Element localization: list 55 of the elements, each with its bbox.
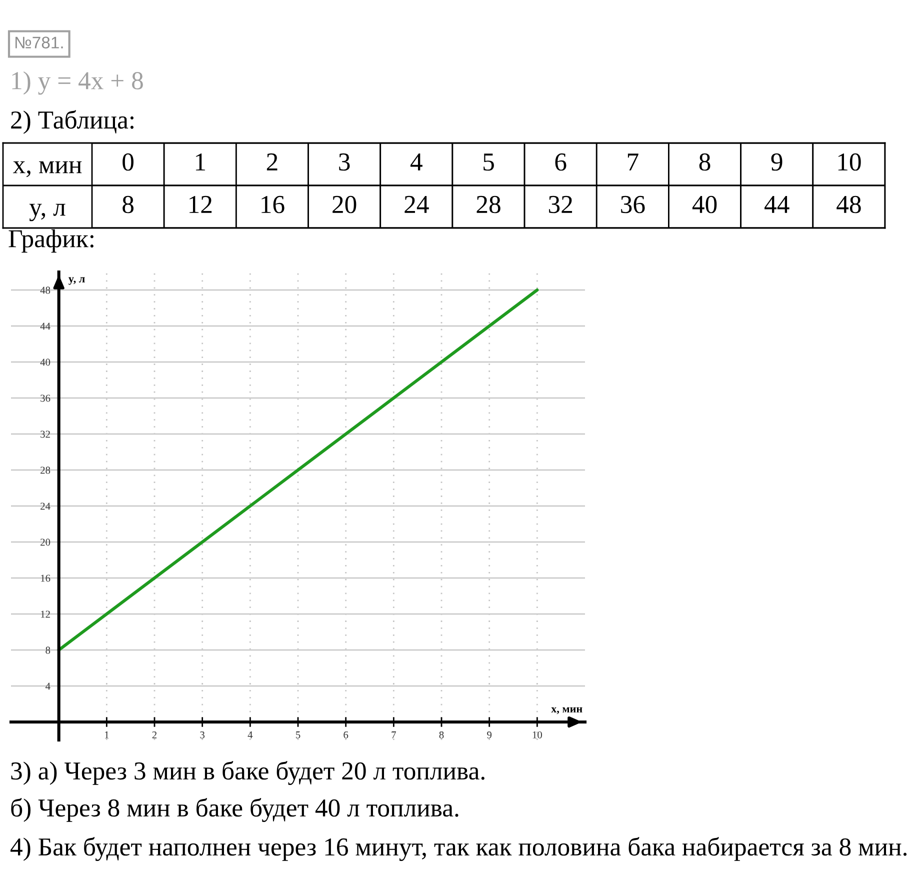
data-label: 48 <box>836 196 861 214</box>
text: 3) а) Через 3 мин в баке будет 20 л топлива. <box>11 761 484 785</box>
data-label: 3 <box>339 153 350 171</box>
text: 1) y = 4x + 8 <box>12 71 143 95</box>
x-tick-label: 2 <box>152 731 157 738</box>
x-tick-label: 10 <box>532 731 542 738</box>
data-label: 2 <box>266 153 278 170</box>
x-tick-label: 8 <box>439 731 444 738</box>
x-axis-title: x, мин <box>551 707 582 714</box>
y-tick-label: 24 <box>40 502 50 510</box>
x-tick-label: 7 <box>392 731 396 738</box>
y-tick-label: 40 <box>40 358 50 366</box>
y-tick-label: 16 <box>41 574 50 582</box>
y-axis-title: y, л <box>68 277 85 285</box>
x-tick-label: 6 <box>344 731 348 738</box>
data-label: 1 <box>196 153 206 170</box>
chart-title: №781. <box>16 36 63 48</box>
text: График: <box>8 229 94 253</box>
data-label: 44 <box>764 196 790 213</box>
data-label: 16 <box>262 196 284 214</box>
data-label: 36 <box>621 196 645 214</box>
y-tick-label: 4 <box>45 682 50 690</box>
y-tick-label: 8 <box>46 646 50 654</box>
data-label: 8 <box>699 153 710 171</box>
x-tick-label: 9 <box>487 731 492 738</box>
y-tick-label: 36 <box>40 394 50 402</box>
x-tick-label: 5 <box>296 731 300 738</box>
data-label: 5 <box>484 154 494 171</box>
data-label: 24 <box>404 196 429 213</box>
data-label: 20 <box>332 196 356 214</box>
data-label: 0 <box>122 153 134 171</box>
y-tick-label: y, л <box>29 204 66 222</box>
data-label: 8 <box>122 196 134 214</box>
data-label: 4 <box>410 154 422 170</box>
y-tick-label: 48 <box>40 286 50 294</box>
x-tick-label: 3 <box>200 731 205 738</box>
x-tick-label: 4 <box>248 731 253 738</box>
text: 2) Таблица: <box>11 110 134 134</box>
y-tick-label: x, мин <box>12 161 82 178</box>
data-label: 9 <box>771 153 782 171</box>
data-label: 32 <box>548 196 572 214</box>
data-label: 7 <box>628 154 638 170</box>
data-label: 12 <box>190 196 212 213</box>
text: 4) Бак будет наполнен через 16 минут, так как половина бака набирается за 8 мин. <box>10 837 907 861</box>
x-tick-label: 1 <box>104 731 109 738</box>
y-tick-label: 12 <box>41 610 50 618</box>
data-label: 6 <box>555 153 566 171</box>
data-label: 28 <box>476 196 500 214</box>
y-tick-label: 32 <box>40 430 50 438</box>
y-tick-label: 20 <box>40 538 50 546</box>
data-label: 10 <box>838 153 861 171</box>
data-label: 40 <box>692 196 717 214</box>
text: б) Через 8 мин в баке будет 40 л топлива. <box>11 798 458 822</box>
y-tick-label: 28 <box>40 466 50 474</box>
y-tick-label: 44 <box>40 322 50 330</box>
